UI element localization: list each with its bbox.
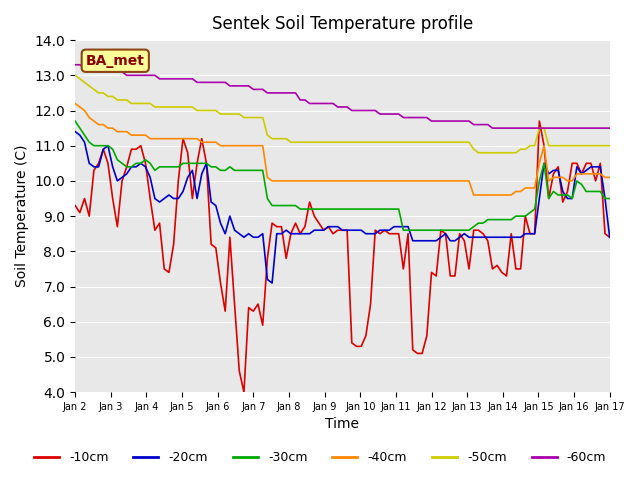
Y-axis label: Soil Temperature (C): Soil Temperature (C) xyxy=(15,145,29,288)
Text: BA_met: BA_met xyxy=(86,54,145,68)
Legend: -10cm, -20cm, -30cm, -40cm, -50cm, -60cm: -10cm, -20cm, -30cm, -40cm, -50cm, -60cm xyxy=(29,446,611,469)
Title: Sentek Soil Temperature profile: Sentek Soil Temperature profile xyxy=(212,15,473,33)
X-axis label: Time: Time xyxy=(325,418,360,432)
